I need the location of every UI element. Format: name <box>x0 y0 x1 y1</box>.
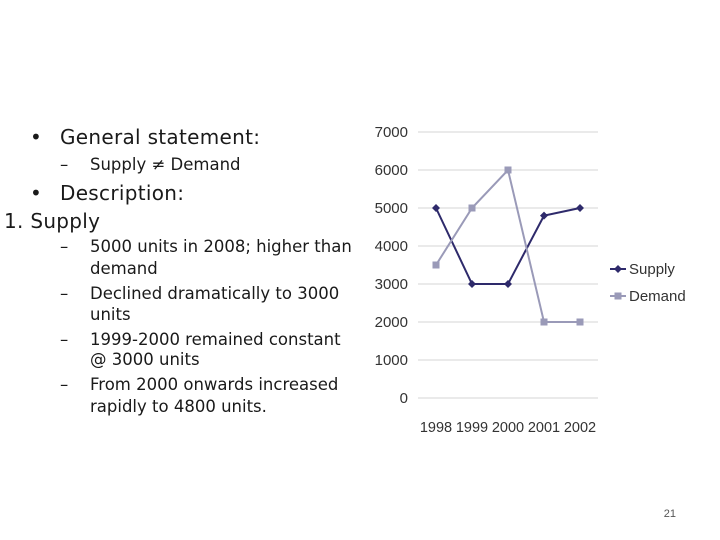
dash-symbol: – <box>60 237 69 256</box>
y-tick-label: 3000 <box>375 276 408 293</box>
page-number: 21 <box>663 508 676 520</box>
dash-symbol: – <box>60 330 69 349</box>
x-tick-label: 1998 <box>420 420 452 436</box>
subbullet-1-line-2: demand <box>90 259 158 278</box>
bullet-symbol: • <box>30 181 43 205</box>
data-point-demand <box>432 261 440 269</box>
data-point-supply <box>432 204 440 212</box>
legend-marker <box>614 292 622 300</box>
dash-symbol: – <box>60 155 69 174</box>
subbullet-4-line-2: rapidly to 4800 units. <box>90 397 267 416</box>
y-tick-label: 0 <box>400 390 408 407</box>
y-tick-label: 7000 <box>375 124 408 141</box>
subbullet-2-line-2: units <box>90 305 131 324</box>
data-point-demand <box>504 166 512 174</box>
subbullet-3-line-2: @ 3000 units <box>90 350 200 369</box>
data-point-supply <box>576 204 584 212</box>
x-tick-label: 2002 <box>564 420 596 436</box>
x-tick-label: 1999 <box>456 420 488 436</box>
x-tick-label: 2001 <box>528 420 560 436</box>
y-tick-label: 2000 <box>375 314 408 331</box>
data-point-demand <box>576 318 584 326</box>
y-tick-label: 1000 <box>375 352 408 369</box>
data-point-supply <box>468 280 476 288</box>
subbullet-4-line-1: From 2000 onwards increased <box>90 375 339 394</box>
legend-label-demand: Demand <box>629 288 686 305</box>
y-tick-label: 5000 <box>375 200 408 217</box>
data-point-supply <box>540 211 548 220</box>
dash-symbol: – <box>60 375 69 394</box>
supply-demand-subbullet: Supply ≠ Demand <box>90 155 241 174</box>
data-point-demand <box>468 204 476 212</box>
supply-heading: 1. Supply <box>4 209 101 233</box>
data-point-demand <box>540 318 548 326</box>
subbullet-3-line-1: 1999-2000 remained constant <box>90 330 341 349</box>
slide-text: • General statement: – Supply ≠ Demand •… <box>4 125 352 416</box>
bullet-symbol: • <box>30 125 43 149</box>
x-tick-label: 2000 <box>492 420 524 436</box>
dash-symbol: – <box>60 284 69 303</box>
subbullet-1-line-1: 5000 units in 2008; higher than <box>90 237 352 256</box>
subbullet-2-line-1: Declined dramatically to 3000 <box>90 284 340 303</box>
description-bullet: Description: <box>60 181 185 205</box>
legend-marker <box>614 265 622 273</box>
general-statement-bullet: General statement: <box>60 125 261 149</box>
y-tick-label: 6000 <box>375 162 408 179</box>
legend-label-supply: Supply <box>629 261 675 278</box>
data-point-supply <box>504 280 512 288</box>
y-tick-label: 4000 <box>375 238 408 255</box>
